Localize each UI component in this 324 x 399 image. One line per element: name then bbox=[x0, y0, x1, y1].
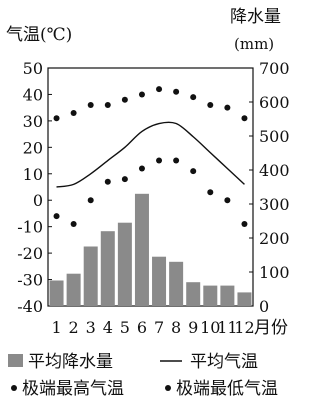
max-temp-dot bbox=[138, 91, 145, 98]
right-tick-label: 300 bbox=[259, 195, 290, 214]
x-tick-label: 11 bbox=[217, 318, 237, 337]
min-temp-dot bbox=[121, 176, 128, 183]
max-temp-dot bbox=[87, 102, 94, 109]
left-tick-label: -10 bbox=[17, 218, 43, 237]
legend-max-temp-dot bbox=[11, 385, 17, 391]
left-tick-label: 0 bbox=[33, 191, 43, 210]
precip-bar bbox=[186, 282, 201, 306]
right-axis-title: 降水量 bbox=[230, 7, 281, 27]
left-tick-label: -30 bbox=[17, 271, 43, 290]
min-temp-dots bbox=[53, 157, 248, 228]
min-temp-dot bbox=[87, 197, 94, 204]
right-axis: 700 600 500 400 300 200 100 0 bbox=[249, 59, 290, 316]
precip-bar bbox=[117, 222, 132, 306]
min-temp-dot bbox=[156, 157, 163, 164]
plot-frame bbox=[47, 67, 254, 307]
precip-bar bbox=[49, 280, 64, 306]
max-temp-dots bbox=[53, 86, 248, 122]
min-temp-dot bbox=[104, 178, 111, 185]
x-tick-label: 2 bbox=[69, 318, 79, 337]
left-axis-title: 气温(℃) bbox=[6, 25, 72, 45]
max-temp-dot bbox=[224, 104, 231, 111]
precip-bar bbox=[220, 285, 235, 306]
left-tick-label: 10 bbox=[23, 165, 43, 184]
x-tick-label: 9 bbox=[188, 318, 198, 337]
x-tick-label: 8 bbox=[171, 318, 181, 337]
left-axis: 50 40 30 20 10 0 -10 -20 -30 -40 bbox=[17, 59, 52, 316]
min-temp-dot bbox=[224, 197, 231, 204]
right-axis-unit: (mm) bbox=[234, 35, 274, 53]
x-tick-label: 12 bbox=[234, 318, 254, 337]
x-tick-label: 6 bbox=[137, 318, 147, 337]
left-tick-label: 40 bbox=[23, 85, 43, 104]
legend-max-temp-label: 极端最高气温 bbox=[22, 379, 124, 399]
precip-bar bbox=[83, 246, 98, 306]
left-tick-label: 50 bbox=[23, 59, 43, 78]
right-tick-label: 100 bbox=[259, 263, 290, 282]
min-temp-dot bbox=[70, 221, 77, 228]
legend-min-temp-label: 极端最低气温 bbox=[176, 379, 278, 399]
left-tick-label: 30 bbox=[23, 112, 43, 131]
x-tick-label: 4 bbox=[103, 318, 113, 337]
precip-bar bbox=[237, 292, 252, 306]
max-temp-dot bbox=[207, 102, 214, 109]
legend-precip-label: 平均降水量 bbox=[28, 352, 113, 372]
max-temp-dot bbox=[156, 86, 163, 93]
legend-min-temp-dot bbox=[165, 385, 171, 391]
min-temp-dot bbox=[190, 168, 197, 175]
precip-bar bbox=[169, 261, 184, 306]
left-tick-label: 20 bbox=[23, 138, 43, 157]
x-tick-label: 10 bbox=[200, 318, 220, 337]
min-temp-dot bbox=[138, 165, 145, 172]
right-tick-label: 700 bbox=[259, 59, 290, 78]
max-temp-dot bbox=[121, 96, 128, 103]
x-tick-label: 1 bbox=[51, 318, 61, 337]
right-tick-label: 500 bbox=[259, 127, 290, 146]
precip-bar bbox=[134, 193, 149, 306]
max-temp-dot bbox=[104, 102, 111, 109]
precip-bars bbox=[49, 193, 252, 306]
precip-bar bbox=[66, 273, 81, 306]
right-tick-label: 0 bbox=[259, 297, 269, 316]
legend-precip-swatch bbox=[8, 354, 23, 367]
legend-avg-temp-label: 平均气温 bbox=[190, 352, 258, 372]
max-temp-dot bbox=[70, 109, 77, 116]
min-temp-dot bbox=[173, 157, 180, 164]
max-temp-dot bbox=[173, 88, 180, 95]
left-tick-label: -40 bbox=[17, 297, 43, 316]
min-temp-dot bbox=[53, 213, 60, 220]
right-tick-label: 600 bbox=[259, 93, 290, 112]
right-tick-label: 400 bbox=[259, 161, 290, 180]
legend: 平均降水量 平均气温 极端最高气温 极端最低气温 bbox=[8, 352, 278, 399]
x-tick-label: 5 bbox=[120, 318, 130, 337]
left-tick-label: -20 bbox=[17, 244, 43, 263]
x-tick-label: 7 bbox=[154, 318, 164, 337]
precip-bar bbox=[152, 256, 167, 306]
max-temp-dot bbox=[53, 115, 60, 122]
min-temp-dot bbox=[241, 221, 248, 228]
avg-temp-line bbox=[56, 121, 245, 188]
min-temp-dot bbox=[207, 189, 214, 196]
max-temp-dot bbox=[241, 115, 248, 122]
right-tick-label: 200 bbox=[259, 229, 290, 248]
x-tick-label: 3 bbox=[86, 318, 96, 337]
x-axis-suffix: 月份 bbox=[254, 318, 288, 338]
max-temp-dot bbox=[190, 94, 197, 101]
precip-bar bbox=[100, 231, 115, 306]
precip-bar bbox=[203, 285, 218, 306]
